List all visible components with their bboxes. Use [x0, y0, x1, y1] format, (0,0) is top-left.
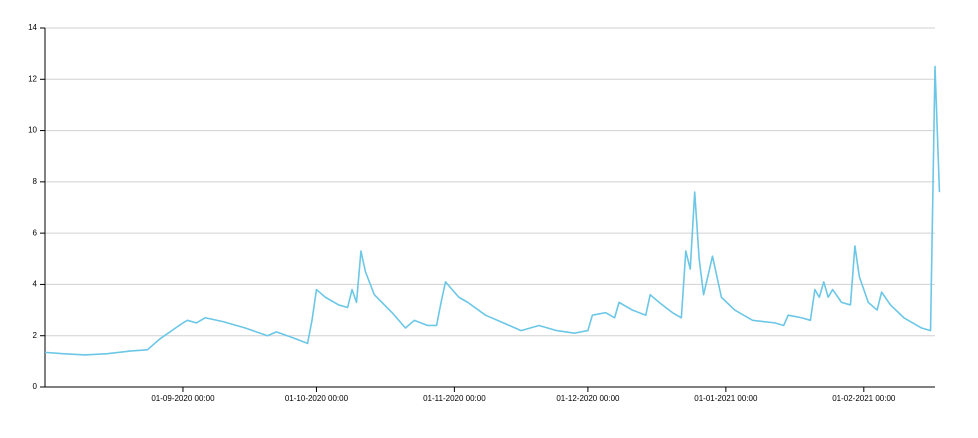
y-tick-label: 8 [33, 177, 38, 186]
y-tick-label: 14 [28, 23, 37, 32]
y-tick-label: 0 [33, 382, 38, 391]
x-tick-label: 01-11-2020 00:00 [423, 394, 486, 403]
y-tick-label: 2 [33, 331, 38, 340]
x-tick-label: 01-01-2021 00:00 [694, 394, 758, 403]
y-tick-label: 12 [28, 74, 37, 83]
y-tick-label: 6 [33, 228, 38, 237]
x-tick-label: 01-09-2020 00:00 [151, 394, 215, 403]
x-tick-label: 01-12-2020 00:00 [556, 394, 620, 403]
data-line [44, 65, 941, 356]
y-tick-label: 4 [33, 280, 38, 289]
x-tick-label: 01-10-2020 00:00 [285, 394, 349, 403]
x-tick-label: 01-02-2021 00:00 [832, 394, 896, 403]
y-tick-label: 10 [28, 126, 37, 135]
